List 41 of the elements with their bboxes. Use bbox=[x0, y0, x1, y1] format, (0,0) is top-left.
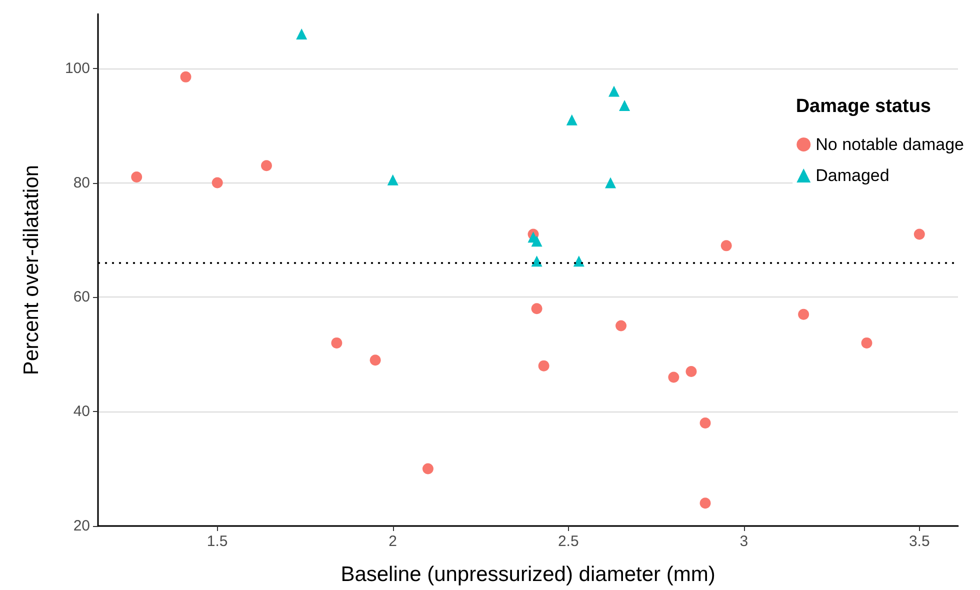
point bbox=[331, 337, 342, 348]
point bbox=[861, 337, 872, 348]
point bbox=[212, 177, 223, 188]
x-tick-label: 1.5 bbox=[206, 533, 228, 550]
point bbox=[604, 177, 616, 188]
y-tick-label: 80 bbox=[73, 174, 90, 192]
x-tick-label: 3.5 bbox=[908, 533, 930, 550]
point bbox=[700, 498, 711, 509]
y-tick-label: 40 bbox=[73, 403, 90, 420]
point bbox=[422, 463, 434, 474]
x-tick-label: 3 bbox=[740, 533, 748, 550]
point bbox=[370, 354, 381, 366]
point bbox=[914, 228, 925, 240]
point bbox=[180, 71, 192, 82]
legend-title: Damage status bbox=[796, 96, 932, 117]
point bbox=[686, 366, 697, 378]
point bbox=[538, 360, 550, 372]
x-axis-title: Baseline (unpressurized) diameter (mm) bbox=[340, 563, 716, 586]
point bbox=[131, 172, 142, 183]
y-tick-label: 60 bbox=[73, 288, 90, 306]
y-tick-label: 100 bbox=[64, 60, 90, 77]
point bbox=[700, 418, 711, 429]
point bbox=[566, 114, 578, 126]
y-tick-label: 20 bbox=[73, 518, 90, 534]
point bbox=[608, 86, 620, 97]
point bbox=[296, 28, 308, 40]
x-tick-label: 2 bbox=[388, 533, 398, 550]
point bbox=[798, 308, 810, 320]
point bbox=[668, 372, 680, 383]
point bbox=[619, 100, 630, 112]
point bbox=[261, 160, 272, 172]
y-axis-title: Percent over-dilatation bbox=[20, 164, 43, 376]
point bbox=[531, 256, 542, 267]
point bbox=[387, 174, 398, 186]
legend-label: No notable damage bbox=[816, 135, 964, 154]
x-tick-label: 2.5 bbox=[558, 533, 579, 550]
legend-label: Damaged bbox=[816, 166, 890, 185]
point bbox=[531, 236, 542, 247]
point bbox=[720, 240, 732, 252]
point bbox=[616, 320, 627, 332]
point bbox=[531, 303, 542, 314]
